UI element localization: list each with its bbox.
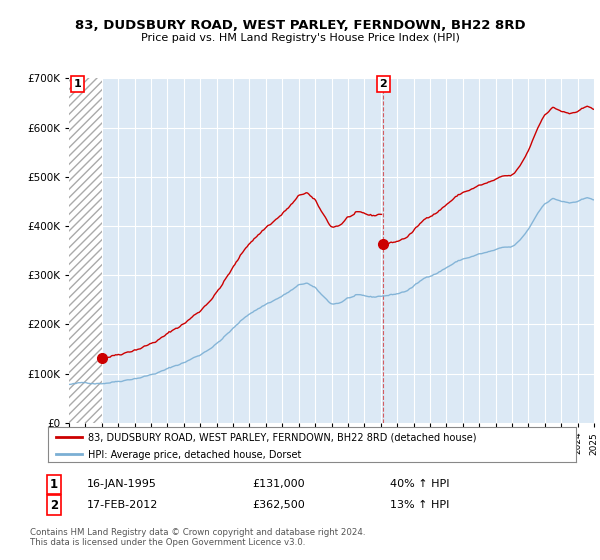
Text: £131,000: £131,000 [252, 479, 305, 489]
Text: 2: 2 [379, 80, 387, 89]
Text: 13% ↑ HPI: 13% ↑ HPI [390, 500, 449, 510]
Text: £362,500: £362,500 [252, 500, 305, 510]
Text: HPI: Average price, detached house, Dorset: HPI: Average price, detached house, Dors… [88, 450, 301, 460]
Text: 1: 1 [50, 478, 58, 491]
Text: 2: 2 [50, 498, 58, 512]
Text: 16-JAN-1995: 16-JAN-1995 [87, 479, 157, 489]
Bar [69, 78, 103, 423]
Text: 40% ↑ HPI: 40% ↑ HPI [390, 479, 449, 489]
Text: 17-FEB-2012: 17-FEB-2012 [87, 500, 158, 510]
Text: 1: 1 [74, 80, 82, 89]
Text: 83, DUDSBURY ROAD, WEST PARLEY, FERNDOWN, BH22 8RD: 83, DUDSBURY ROAD, WEST PARLEY, FERNDOWN… [74, 18, 526, 32]
Text: Contains HM Land Registry data © Crown copyright and database right 2024.
This d: Contains HM Land Registry data © Crown c… [30, 528, 365, 547]
Text: Price paid vs. HM Land Registry's House Price Index (HPI): Price paid vs. HM Land Registry's House … [140, 32, 460, 43]
Text: 83, DUDSBURY ROAD, WEST PARLEY, FERNDOWN, BH22 8RD (detached house): 83, DUDSBURY ROAD, WEST PARLEY, FERNDOWN… [88, 433, 476, 443]
